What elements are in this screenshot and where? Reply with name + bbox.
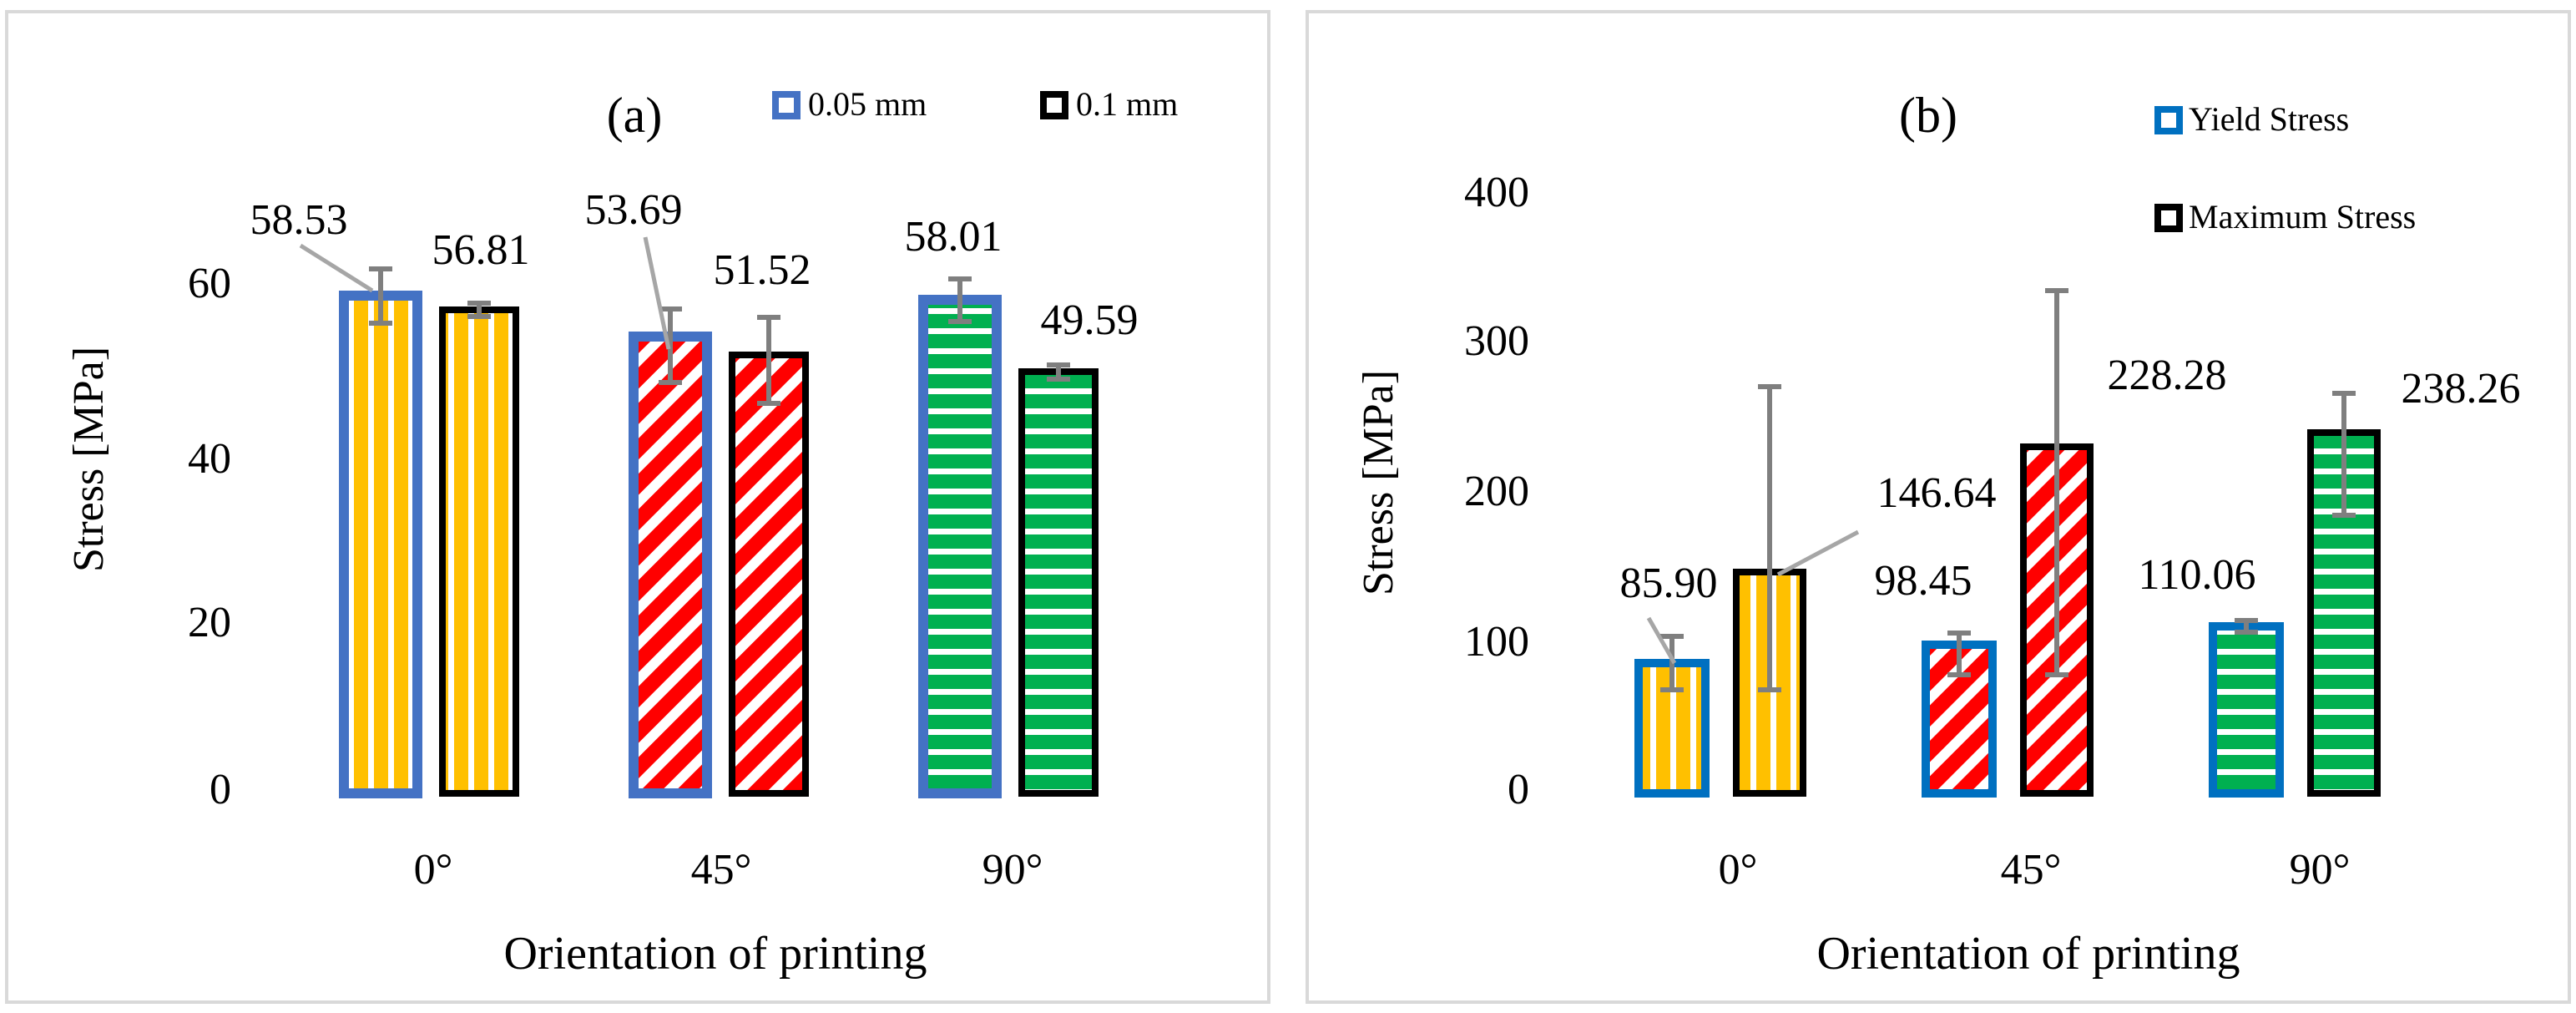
error-bar bbox=[1758, 384, 1781, 692]
value-label-a-0-05mm-0deg: 58.53 bbox=[250, 196, 348, 244]
legend-a-label-2: 0.1 mm bbox=[1076, 85, 1178, 123]
error-bar bbox=[467, 301, 491, 319]
error-bar bbox=[2332, 391, 2356, 518]
y-tick-label: 40 bbox=[188, 435, 231, 483]
x-ticks-a: 0° 45° 90° bbox=[414, 846, 1043, 894]
y-tick-label: 400 bbox=[1464, 169, 1529, 216]
bar-a-0-05mm-90deg bbox=[918, 295, 1002, 798]
value-label-b-max-45deg: 228.28 bbox=[2108, 352, 2227, 399]
y-tick-label: 200 bbox=[1464, 468, 1529, 515]
y-ticks-a: 0 20 40 60 bbox=[188, 260, 231, 813]
legend-b-swatch-1 bbox=[2154, 106, 2183, 134]
y-tick-label: 0 bbox=[1508, 766, 1529, 813]
bars-a bbox=[339, 291, 1099, 798]
panel-a-label: (a) bbox=[607, 88, 663, 143]
leader-line bbox=[1646, 616, 1677, 665]
bar-a-0-1mm-45deg bbox=[729, 352, 809, 797]
value-labels-a: 58.53 56.81 53.69 51.52 58.01 49.59 bbox=[250, 186, 1139, 344]
x-tick-label: 0° bbox=[414, 846, 453, 894]
panel-b: (b) Yield Stress Maximum Stress 0 100 20… bbox=[1306, 10, 2571, 1004]
error-bar bbox=[1660, 634, 1684, 692]
error-bar bbox=[1947, 631, 1971, 677]
x-tick-label: 90° bbox=[982, 846, 1043, 894]
x-axis-label-a: Orientation of printing bbox=[503, 928, 927, 980]
y-tick-label: 20 bbox=[188, 599, 231, 646]
legend-a-label-1: 0.05 mm bbox=[808, 85, 927, 123]
error-bar bbox=[659, 306, 682, 385]
value-label-b-yield-0deg: 85.90 bbox=[1620, 560, 1718, 607]
value-label-b-max-0deg: 146.64 bbox=[1877, 469, 1997, 517]
y-tick-label: 60 bbox=[188, 260, 231, 307]
error-bar bbox=[2235, 618, 2258, 635]
value-label-b-max-90deg: 238.26 bbox=[2402, 365, 2521, 413]
error-bar bbox=[1047, 362, 1070, 382]
legend-a-swatch-1 bbox=[772, 91, 801, 119]
bar-a-0-05mm-45deg bbox=[629, 332, 712, 798]
error-bar bbox=[369, 266, 392, 326]
legend-a: 0.05 mm 0.1 mm bbox=[772, 85, 1178, 123]
y-ticks-b: 0 100 200 300 400 bbox=[1464, 169, 1529, 813]
x-tick-label: 0° bbox=[1719, 846, 1758, 894]
value-label-a-0-1mm-45deg: 51.52 bbox=[714, 246, 811, 294]
value-label-b-yield-90deg: 110.06 bbox=[2138, 551, 2255, 599]
x-axis-label-b: Orientation of printing bbox=[1816, 928, 2240, 980]
value-label-a-0-05mm-90deg: 58.01 bbox=[905, 213, 1003, 261]
x-tick-label: 90° bbox=[2290, 846, 2351, 894]
y-axis-label-b: Stress [MPa] bbox=[1355, 370, 1402, 595]
legend-a-swatch-2 bbox=[1040, 91, 1068, 119]
value-label-b-yield-45deg: 98.45 bbox=[1875, 557, 1972, 605]
error-bars-b bbox=[1660, 288, 2356, 692]
leader-line bbox=[1776, 529, 1860, 577]
value-labels-b: 85.90 146.64 98.45 228.28 110.06 238.26 bbox=[1620, 352, 2521, 607]
legend-b: Yield Stress Maximum Stress bbox=[2154, 100, 2416, 236]
error-bar bbox=[757, 315, 780, 406]
leader-lines-b bbox=[1646, 529, 1860, 665]
error-bar bbox=[948, 276, 972, 324]
value-label-a-0-1mm-90deg: 49.59 bbox=[1041, 296, 1139, 344]
bar-a-0-05mm-0deg bbox=[339, 291, 422, 798]
value-label-a-0-1mm-0deg: 56.81 bbox=[432, 226, 530, 274]
legend-b-label-1: Yield Stress bbox=[2189, 100, 2349, 138]
bar-b-yield-90deg bbox=[2209, 622, 2284, 798]
panel-b-label: (b) bbox=[1899, 88, 1957, 143]
y-tick-label: 300 bbox=[1464, 317, 1529, 365]
legend-b-swatch-2 bbox=[2154, 204, 2183, 232]
legend-b-label-2: Maximum Stress bbox=[2189, 198, 2416, 236]
y-tick-label: 0 bbox=[210, 766, 231, 813]
leader-line bbox=[643, 236, 671, 350]
x-ticks-b: 0° 45° 90° bbox=[1719, 846, 2351, 894]
x-tick-label: 45° bbox=[691, 846, 752, 894]
leader-line bbox=[299, 243, 374, 293]
value-label-a-0-05mm-45deg: 53.69 bbox=[585, 186, 683, 234]
error-bar bbox=[2045, 288, 2068, 677]
panel-a: (a) 0.05 mm 0.1 mm 0 20 40 60 Stress [MP… bbox=[5, 10, 1270, 1004]
leader-lines-a bbox=[299, 236, 671, 350]
x-tick-label: 45° bbox=[2001, 846, 2062, 894]
y-tick-label: 100 bbox=[1464, 618, 1529, 666]
y-axis-label-a: Stress [MPa] bbox=[65, 347, 113, 572]
error-bars-a bbox=[369, 266, 1070, 406]
bar-a-0-1mm-0deg bbox=[439, 306, 519, 797]
bar-a-0-1mm-90deg bbox=[1018, 368, 1099, 797]
